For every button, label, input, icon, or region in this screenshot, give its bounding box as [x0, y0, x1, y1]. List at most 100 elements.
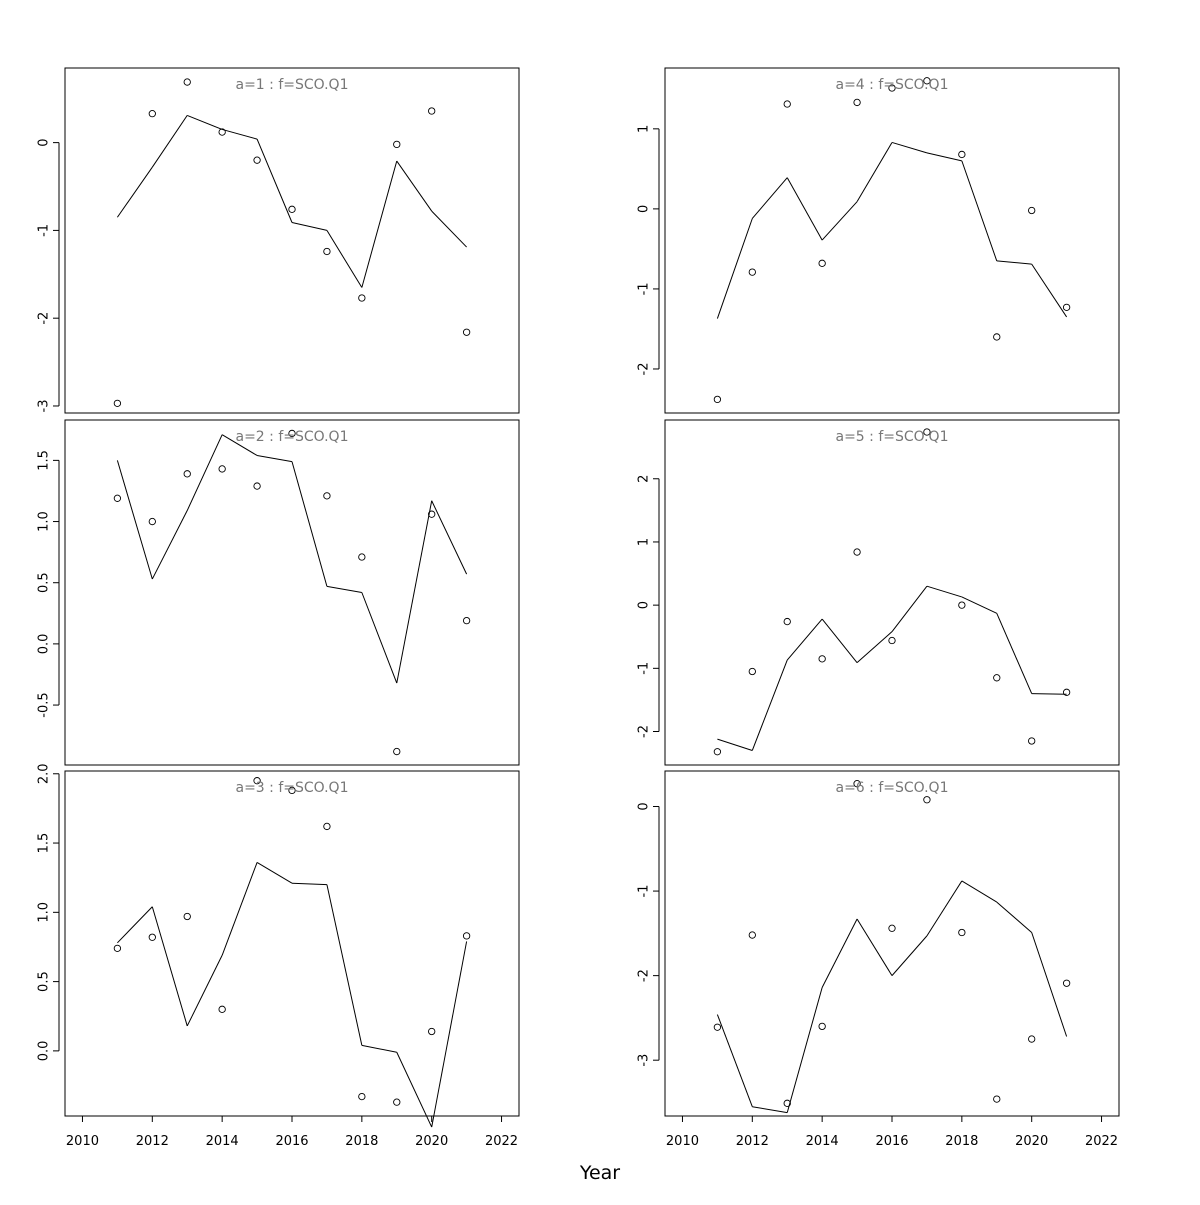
fitted-line-segment [326, 884, 363, 1046]
x-tick-label: 2014 [806, 1134, 839, 1149]
observed-point [748, 268, 756, 276]
observed-point [218, 465, 226, 473]
panel-title: a=1 : f=SCO.Q1 [236, 77, 349, 93]
observed-point [783, 1099, 791, 1107]
fitted-line-segment [856, 918, 893, 976]
fitted-line-segment [256, 454, 293, 463]
fitted-line-segment [926, 152, 962, 162]
observed-points-group [113, 429, 471, 756]
fitted-line-segment [891, 141, 928, 154]
x-axis: 2010 2012 2014 2016 2018 2020 2022 [666, 1115, 1118, 1149]
fitted-line-segment [116, 460, 153, 580]
y-tick-label: 0 [637, 802, 652, 810]
observed-point [462, 616, 471, 625]
y-tick-label: 1.0 [37, 511, 52, 532]
x-tick-label: 2010 [66, 1134, 99, 1149]
observed-point [323, 822, 331, 831]
observed-point [783, 100, 791, 108]
y-axis: 0 -1 -2 -3 [637, 802, 660, 1067]
fitted-line-segment [1031, 693, 1067, 695]
observed-point [818, 1022, 826, 1031]
observed-point [958, 150, 966, 159]
fitted-line-group [117, 862, 468, 1128]
observed-point [148, 933, 156, 941]
panel-frame [664, 67, 1120, 414]
observed-point [183, 912, 191, 921]
observed-point [958, 601, 966, 609]
observed-point [783, 617, 791, 626]
x-axis-label: Year [579, 1162, 620, 1184]
panel-frame [64, 770, 520, 1117]
y-tick-label: 0 [637, 205, 652, 213]
fitted-line-segment [186, 955, 223, 1027]
observed-point [253, 777, 261, 785]
y-tick-label: -1 [637, 662, 652, 675]
fitted-line-segment [821, 618, 858, 663]
y-axis: 2 1 0 -1 -2 [637, 475, 660, 738]
y-tick-label: -3 [37, 399, 52, 412]
y-tick-label: -0.5 [37, 692, 52, 717]
fitted-line-segment [1031, 263, 1068, 318]
fitted-line-segment [291, 882, 327, 886]
fitted-line-segment [151, 906, 188, 1027]
panel-frame [64, 67, 520, 414]
fitted-line-segment [751, 177, 788, 219]
observed-point [748, 667, 756, 676]
fitted-line-segment [221, 862, 258, 956]
fitted-line-segment [431, 941, 468, 1128]
fitted-line-segment [926, 880, 963, 937]
fitted-line-segment [961, 880, 998, 903]
panel-3: a=2 : f=SCO.Q1 1.5 1.0 0.5 0.0 -0.5 [37, 419, 520, 766]
fitted-line-segment [856, 142, 893, 202]
observed-point [323, 492, 331, 500]
x-tick-label: 2016 [275, 1134, 308, 1149]
y-tick-label: 0.0 [37, 634, 52, 655]
x-axis: 2010 2012 2014 2016 2018 2020 2022 [66, 1115, 518, 1149]
fitted-line-segment [151, 510, 188, 580]
fitted-line-segment [222, 128, 258, 140]
fitted-line-segment [752, 1106, 788, 1114]
panel-title: a=6 : f=SCO.Q1 [836, 780, 949, 796]
y-tick-label: -2 [37, 312, 52, 325]
y-tick-label: 2 [637, 475, 652, 483]
fitted-line-segment [117, 906, 153, 944]
fitted-line-group [717, 585, 1067, 751]
observed-point [218, 1005, 226, 1013]
fitted-line-segment [361, 592, 398, 684]
y-tick-label: -2 [637, 362, 652, 375]
y-tick-label: 0.5 [37, 971, 52, 992]
fitted-line-segment [786, 618, 823, 661]
observed-point [713, 1023, 722, 1031]
x-tick-label: 2022 [485, 1134, 518, 1149]
y-tick-label: -1 [637, 885, 652, 898]
observed-point [113, 944, 122, 952]
observed-point [958, 928, 966, 937]
observed-point [888, 924, 896, 932]
observed-points-group [113, 777, 471, 1106]
observed-point [253, 156, 261, 164]
fitted-line-segment [996, 260, 1032, 265]
observed-point [148, 517, 156, 526]
observed-point [923, 77, 931, 85]
observed-point [288, 205, 296, 213]
observed-point [1062, 303, 1071, 311]
panel-frame [64, 419, 520, 766]
panel-title: a=2 : f=SCO.Q1 [236, 429, 349, 445]
fitted-line-segment [291, 222, 328, 231]
observed-point [713, 395, 722, 404]
observed-points-group [713, 428, 1071, 756]
y-tick-label: -1 [37, 224, 52, 237]
observed-point [358, 1092, 366, 1101]
observed-point [113, 494, 122, 502]
x-tick-label: 2014 [206, 1134, 239, 1149]
panel-title: a=4 : f=SCO.Q1 [836, 77, 949, 93]
fitted-line-segment [291, 461, 328, 587]
observed-point [1028, 206, 1036, 215]
observed-point [1028, 1035, 1036, 1043]
observed-point [1062, 688, 1071, 696]
observed-point [253, 482, 261, 490]
x-tick-label: 2018 [345, 1134, 378, 1149]
